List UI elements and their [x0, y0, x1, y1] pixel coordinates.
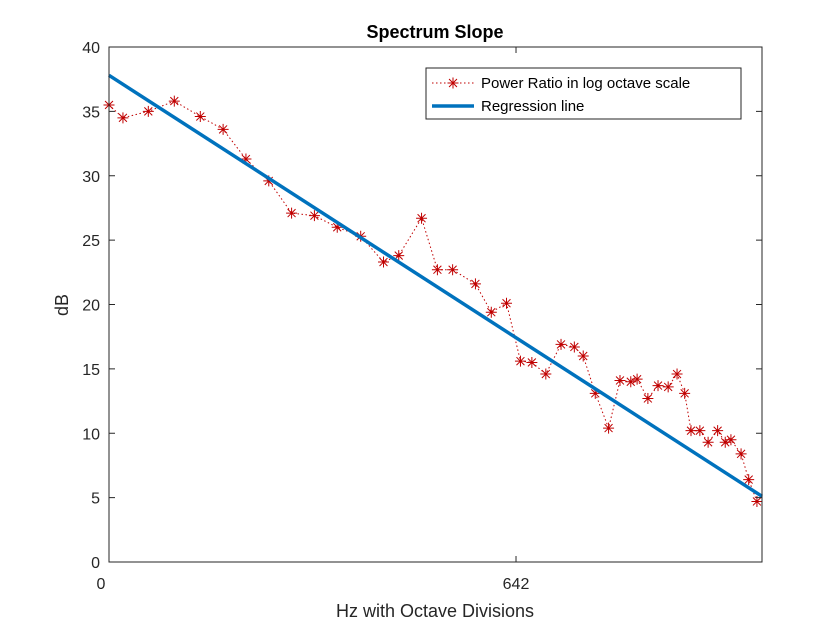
data-point [447, 264, 459, 276]
data-point [393, 250, 405, 262]
data-point [589, 387, 601, 399]
data-point [735, 448, 747, 460]
ticks: 0 5 10 15 20 25 30 35 40 0 642 [82, 40, 762, 593]
y-tick-label: 10 [82, 426, 100, 443]
y-axis-label: dB [52, 294, 72, 316]
data-point [652, 380, 664, 392]
data-point [485, 306, 497, 318]
data-point [719, 436, 731, 448]
plot-area [109, 47, 762, 562]
data-point [194, 111, 206, 123]
data-point [662, 381, 674, 393]
data-point [526, 356, 538, 368]
data-point [378, 256, 390, 268]
data-point [642, 392, 654, 404]
y-tick-label: 20 [82, 298, 100, 315]
y-tick-label: 5 [91, 491, 100, 508]
data-point [331, 221, 343, 233]
data-point [671, 368, 683, 380]
data-point [540, 368, 552, 380]
data-point [263, 175, 275, 187]
data-point [702, 436, 714, 448]
data-point [142, 105, 154, 117]
data-point [431, 264, 443, 276]
y-tick-label: 15 [82, 362, 100, 379]
y-tick-label: 25 [82, 233, 100, 250]
chart-title: Spectrum Slope [366, 22, 503, 42]
y-tick-label: 0 [91, 555, 100, 572]
legend-box [425, 67, 742, 120]
data-point [469, 278, 481, 290]
data-point [712, 425, 724, 437]
plot-content [103, 73, 763, 507]
y-tick-label: 30 [82, 169, 100, 186]
x-tick-label: 0 [97, 576, 106, 593]
data-point [694, 425, 706, 437]
data-point [217, 123, 229, 135]
y-tick-label: 35 [82, 104, 100, 121]
data-point [308, 210, 320, 222]
legend-marker-power-ratio [447, 77, 459, 89]
data-point [501, 297, 513, 309]
data-point [286, 207, 298, 219]
x-axis-label: Hz with Octave Divisions [336, 601, 534, 621]
legend: Power Ratio in log octave scale Regressi… [425, 67, 742, 120]
data-point [117, 112, 129, 124]
data-point [568, 341, 580, 353]
data-point [625, 376, 637, 388]
x-tick-label: 642 [503, 576, 530, 593]
legend-label-regression: Regression line [481, 98, 584, 115]
legend-star-marker [447, 77, 459, 89]
data-point [751, 495, 763, 507]
data-point [603, 422, 615, 434]
regression-line [108, 73, 763, 498]
data-point [614, 374, 626, 386]
data-point [555, 338, 567, 350]
data-point [168, 95, 180, 107]
legend-label-power-ratio: Power Ratio in log octave scale [481, 75, 690, 92]
data-point [514, 355, 526, 367]
data-point [743, 474, 755, 486]
data-point [240, 153, 252, 165]
data-point [416, 212, 428, 224]
data-point [631, 373, 643, 385]
data-point [577, 350, 589, 362]
data-point [679, 387, 691, 399]
data-point [725, 434, 737, 446]
y-tick-label: 40 [82, 40, 100, 57]
data-point [685, 425, 697, 437]
